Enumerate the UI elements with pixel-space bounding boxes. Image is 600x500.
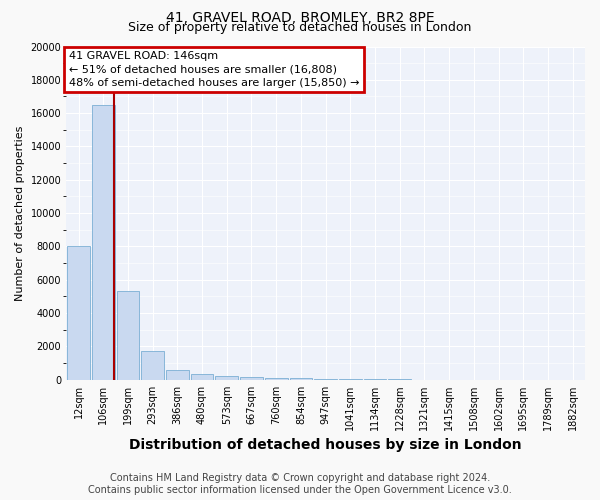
Bar — [290, 378, 312, 380]
Bar — [141, 350, 164, 380]
Text: Size of property relative to detached houses in London: Size of property relative to detached ho… — [128, 22, 472, 35]
Text: 41, GRAVEL ROAD, BROMLEY, BR2 8PE: 41, GRAVEL ROAD, BROMLEY, BR2 8PE — [166, 11, 434, 25]
Bar — [191, 374, 214, 380]
Bar — [215, 376, 238, 380]
Bar — [265, 378, 287, 380]
Bar — [67, 246, 90, 380]
Y-axis label: Number of detached properties: Number of detached properties — [15, 126, 25, 301]
Text: 41 GRAVEL ROAD: 146sqm
← 51% of detached houses are smaller (16,808)
48% of semi: 41 GRAVEL ROAD: 146sqm ← 51% of detached… — [69, 52, 359, 88]
X-axis label: Distribution of detached houses by size in London: Distribution of detached houses by size … — [129, 438, 522, 452]
Bar — [116, 292, 139, 380]
Bar — [314, 378, 337, 380]
Bar — [166, 370, 189, 380]
Bar — [364, 379, 386, 380]
Bar — [92, 105, 115, 380]
Text: Contains HM Land Registry data © Crown copyright and database right 2024.
Contai: Contains HM Land Registry data © Crown c… — [88, 474, 512, 495]
Bar — [240, 378, 263, 380]
Bar — [339, 379, 362, 380]
